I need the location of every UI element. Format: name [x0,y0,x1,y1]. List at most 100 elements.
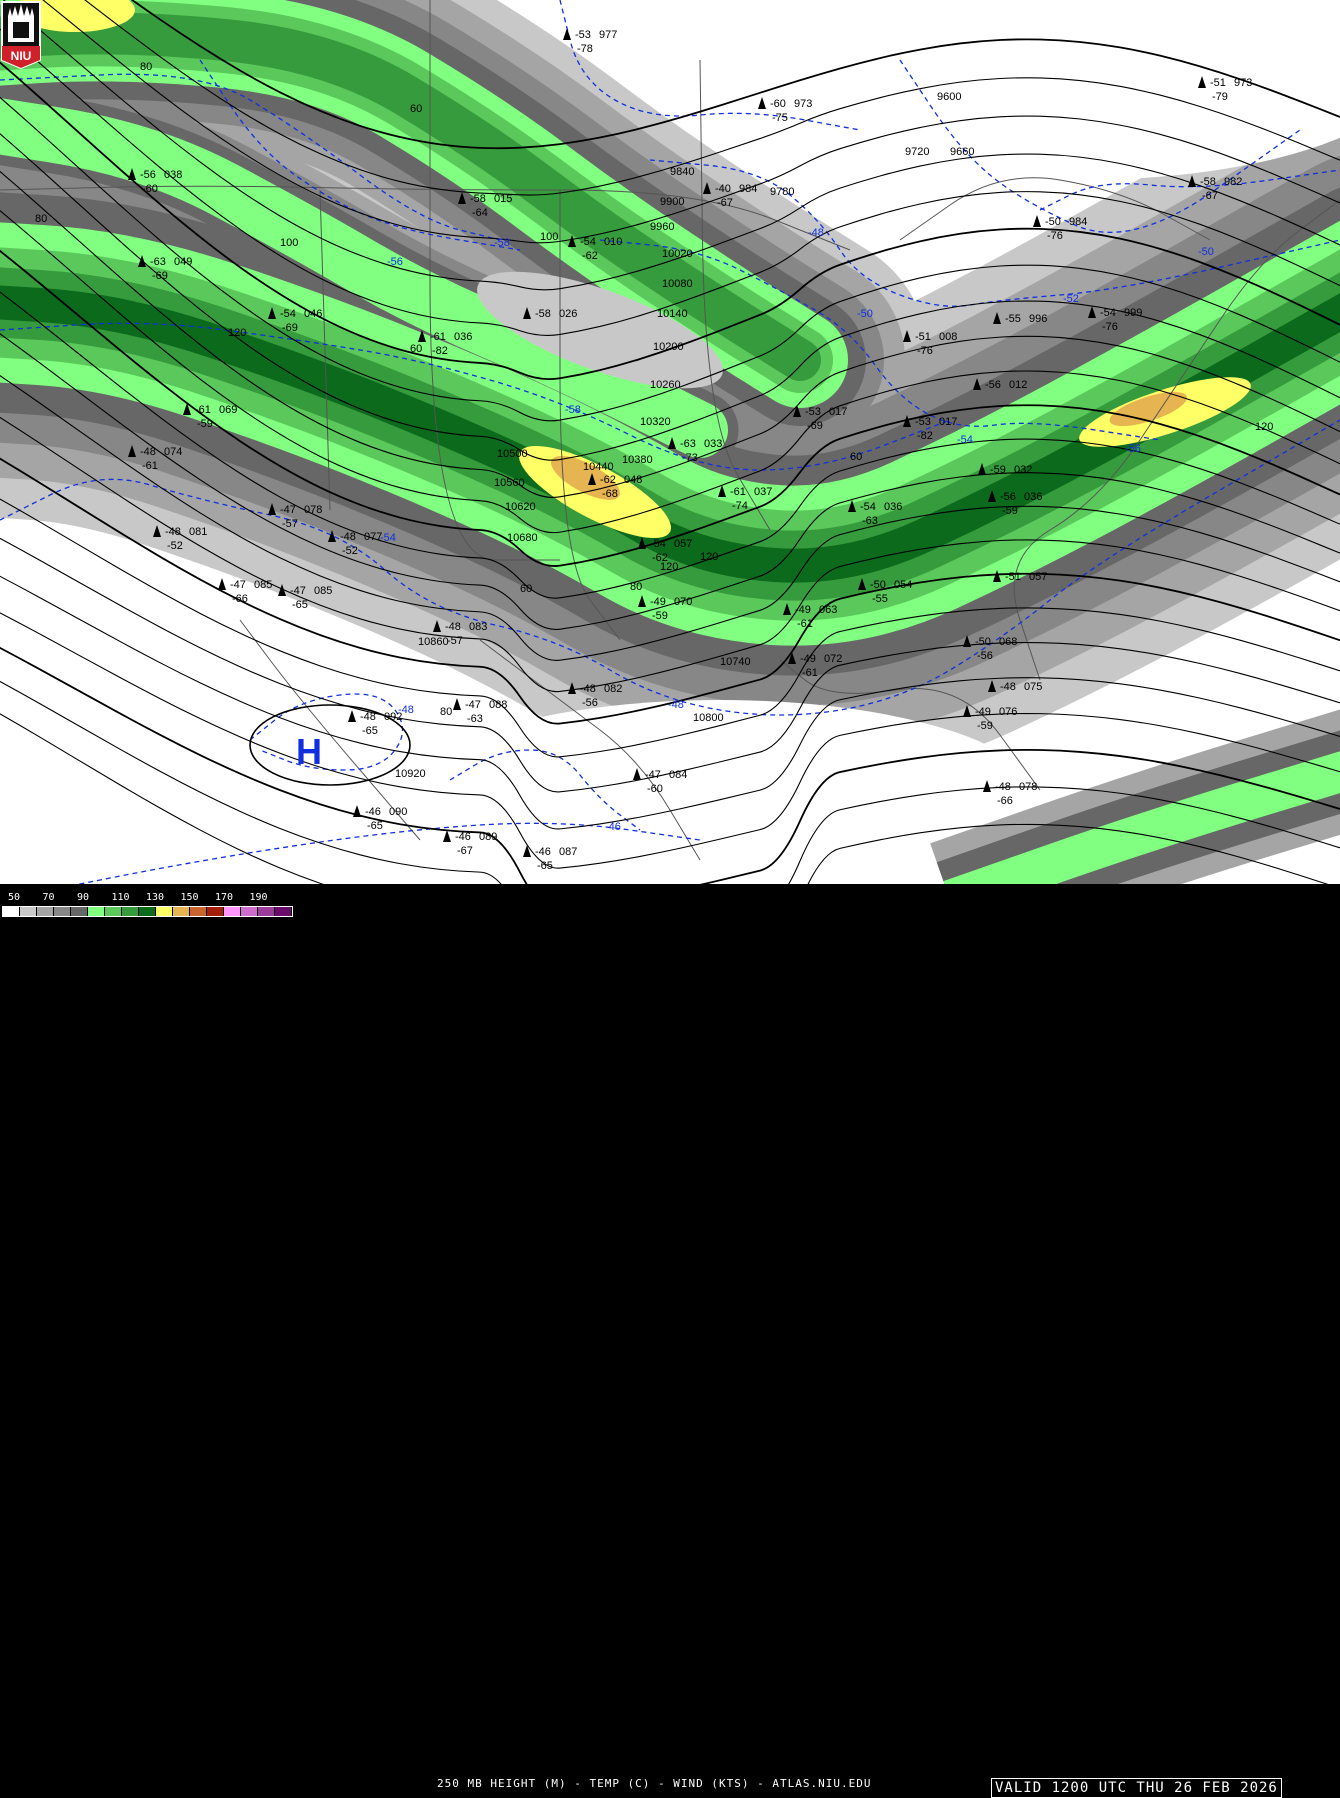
wind-barb-icon [1188,175,1196,187]
wind-barb-icon [1033,215,1041,227]
station-temp: -61 [730,486,746,498]
temperature-contour [0,419,1340,716]
height-contour [0,375,1340,661]
temperature-label: -46 [605,821,621,833]
station-temp: -48 [165,526,181,538]
legend-label: 110 [111,892,130,903]
wind-barb-icon [703,182,711,194]
station-plot: -46 089 -67 [443,830,497,857]
border-line [429,0,560,561]
station-temp: -50 [975,636,991,648]
height-label: 10920 [395,768,426,780]
legend-swatch [3,907,20,916]
station-dewpoint: -62 [652,552,668,564]
station-height: 081 [189,526,207,538]
wind-barb-icon [138,255,146,267]
station-temp: -54 [1100,307,1116,319]
station-dewpoint: -57 [447,635,463,647]
station-temp: -50 [1045,216,1061,228]
temperature-label: -50 [1198,246,1214,258]
jet-max-150 [551,455,620,500]
station-dewpoint: -56 [977,650,993,662]
height-label: 10500 [497,448,528,460]
speed-label: 120 [1255,421,1273,433]
station-temp: -61 [430,331,446,343]
speed-band [943,751,1340,884]
station-height: 036 [884,501,902,513]
station-temp: -46 [455,831,471,843]
wind-barb-icon [633,768,641,780]
station-dewpoint: -82 [917,430,933,442]
contour-labels: 9600966097209780984099009960100201008010… [35,61,1273,833]
valid-time: VALID 1200 UTC THU 26 FEB 2026 [991,1778,1282,1798]
wind-barb-icon [568,235,576,247]
station-plot: -48 077 -52 [328,530,382,557]
station-temp: -48 [360,711,376,723]
station-plot: -58 015 -64 [458,192,512,219]
station-dewpoint: -66 [232,593,248,605]
height-contour [0,170,1340,498]
station-plot: -49 070 -59 [638,595,692,622]
station-height: 982 [1224,176,1242,188]
station-height: 084 [669,769,687,781]
station-dewpoint: -67 [457,845,473,857]
wind-barb-icon [988,680,996,692]
height-contour [0,575,1340,830]
station-height: 063 [819,604,837,616]
wind-barb-icon [1198,76,1206,88]
wind-barb-icon [758,97,766,109]
station-plot: -49 063 -61 [783,603,837,630]
weather-map: 9600 9660 9720 9780 9840 9900 9960 10020 10080 10… [0,0,1340,884]
station-temp: -46 [535,846,551,858]
station-temp: -46 [365,806,381,818]
station-plot: -54 036 -63 [848,500,902,527]
station-height: 070 [674,596,692,608]
station-dewpoint: -66 [997,795,1013,807]
wind-barb-icon [153,525,161,537]
station-temp: -56 [1000,491,1016,503]
speed-label: 80 [140,61,152,73]
station-temp: -58 [470,193,486,205]
station-dewpoint: -60 [142,183,158,195]
high-pressure-marker: H [296,731,322,772]
wind-barb-icon [858,578,866,590]
wind-barb-icon [638,537,646,549]
station-dewpoint: -63 [467,713,483,725]
height-label: 9720 [905,146,929,158]
jet-max-130 [15,0,135,32]
station-height: 046 [304,308,322,320]
station-dewpoint: -55 [872,593,888,605]
low-speed-area [477,271,723,389]
speed-label: 120 [700,551,718,563]
station-temp: -54 [280,308,296,320]
height-contour [0,333,1340,630]
station-dewpoint: -61 [142,460,158,472]
border-line [899,177,1211,241]
height-contour [0,498,1340,758]
temperature-contour [76,822,701,884]
station-temp: -51 [1005,571,1021,583]
temperature-label: -58 [494,237,510,249]
legend-swatch [88,907,105,916]
station-plot: -61 036 -82 [418,330,472,357]
station-temp: -63 [680,438,696,450]
height-contour [84,0,1340,196]
svg-text:NIU: NIU [11,49,32,63]
wind-barb-icon [788,652,796,664]
station-dewpoint: -76 [1102,321,1118,333]
station-plot: -61 069 -59 [183,403,237,430]
wind-barb-icon [903,330,911,342]
station-dewpoint: -79 [1212,91,1228,103]
station-height: 984 [739,183,757,195]
station-temp: -53 [575,29,591,41]
height-contour [0,646,1340,884]
wind-barb-icon [268,503,276,515]
station-dewpoint: -74 [732,500,748,512]
height-label: 10680 [507,532,538,544]
station-temp: -49 [795,604,811,616]
station-temp: -54 [860,501,876,513]
station-plot: -47 078 -57 [268,503,322,530]
wind-barb-icon [278,584,286,596]
station-temp: -49 [975,706,991,718]
station-plot: -48 075 [988,680,1042,693]
